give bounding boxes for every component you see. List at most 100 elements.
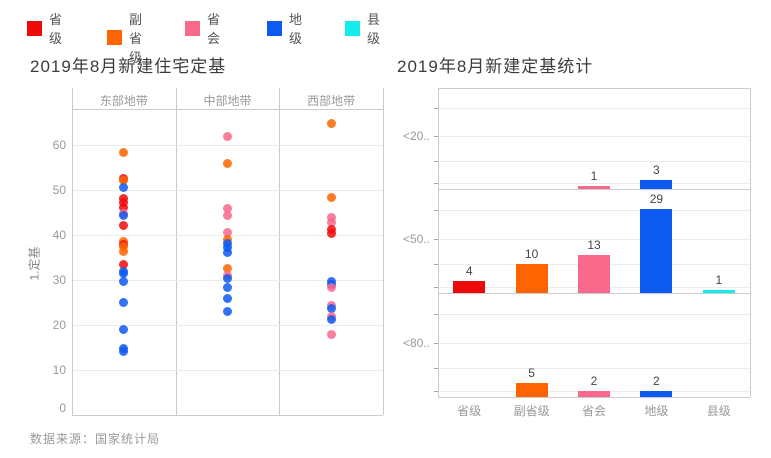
scatter-point[interactable]: [223, 228, 232, 238]
column-separator: [175, 88, 177, 415]
y-minor-tick: [434, 287, 438, 288]
y-axis-line: [72, 88, 73, 415]
y-minor-tick: [434, 391, 438, 392]
gridline: [73, 325, 383, 326]
gridline: [439, 183, 750, 184]
plot-right-border: [750, 88, 751, 397]
legend-label: 省会: [207, 12, 221, 46]
facet-header-3: 西部地带: [307, 94, 356, 108]
legend-item-地级[interactable]: 地级: [267, 9, 302, 47]
gridline: [73, 145, 383, 146]
legend-item-省会[interactable]: 省会: [185, 9, 220, 47]
scatter-point[interactable]: [119, 247, 129, 257]
legend-item-省级[interactable]: 省级: [27, 9, 62, 47]
scatter-point[interactable]: [326, 282, 336, 292]
scatter-point[interactable]: [223, 242, 232, 252]
scatter-point[interactable]: [223, 293, 232, 303]
y-minor-tick: [434, 239, 438, 240]
scatter-point[interactable]: [326, 192, 336, 202]
y-tick-label: 60: [52, 138, 66, 152]
scatter-point[interactable]: [326, 118, 336, 128]
y-minor-tick: [434, 264, 438, 265]
facet-header-1: 东部地带: [99, 94, 148, 108]
faceted-bar-chart: <20.. 1 3 <50.. 4 10 13 29 1 <80.. 5 2 2 省级 副省级 省会 地级 县级: [390, 0, 771, 458]
scatter-point[interactable]: [326, 304, 336, 314]
bar-副省级[interactable]: [515, 264, 548, 293]
bar-省会[interactable]: [578, 255, 610, 293]
scatter-point[interactable]: [223, 307, 232, 316]
scatter-point[interactable]: [326, 314, 336, 324]
header-separator-line: [72, 109, 383, 110]
bar-县级[interactable]: [702, 290, 735, 293]
scatter-point[interactable]: [119, 183, 129, 193]
facet-y-label: <80..: [402, 336, 430, 350]
bar-value-label: 3: [653, 163, 660, 178]
scatter-point[interactable]: [223, 263, 232, 273]
bar-省会[interactable]: [578, 186, 610, 189]
y-minor-tick: [434, 314, 438, 315]
scatter-point[interactable]: [223, 283, 232, 293]
y-tick-label: 20: [52, 318, 66, 332]
gridline: [439, 343, 750, 344]
bar-副省级[interactable]: [515, 382, 548, 397]
scatter-point[interactable]: [326, 329, 336, 339]
scatter-point[interactable]: [119, 242, 129, 252]
bar-value-label: 1: [715, 273, 723, 287]
bar-省会[interactable]: [578, 391, 610, 397]
data-source-note: 数据来源：国家统计局: [30, 432, 161, 446]
scatter-point[interactable]: [119, 148, 129, 158]
scatter-point[interactable]: [119, 259, 129, 269]
scatter-point[interactable]: [119, 298, 129, 308]
gridline: [439, 239, 750, 240]
legend-item-县级[interactable]: 县级: [345, 9, 380, 47]
scatter-point[interactable]: [326, 228, 336, 238]
scatter-point[interactable]: [119, 269, 129, 279]
y-axis-line: [438, 88, 439, 397]
scatter-point[interactable]: [119, 325, 129, 334]
scatter-point[interactable]: [119, 346, 129, 356]
y-tick-label: 40: [52, 228, 66, 242]
bar-value-label: 4: [465, 264, 473, 279]
bar-省级[interactable]: [453, 281, 486, 293]
scatter-point[interactable]: [119, 202, 129, 212]
scatter-point[interactable]: [223, 247, 232, 257]
x-category-label-地级: 地级: [644, 404, 669, 418]
x-category-label-县级: 县级: [706, 404, 731, 418]
legend-swatch: [185, 20, 200, 36]
scatter-point[interactable]: [223, 211, 232, 221]
scatter-point[interactable]: [223, 131, 232, 141]
scatter-point[interactable]: [326, 218, 336, 228]
bar-地级[interactable]: [640, 391, 673, 397]
legend-label: 副省级: [129, 12, 143, 65]
scatter-point[interactable]: [223, 158, 232, 168]
y-minor-tick: [434, 183, 438, 184]
scatter-point[interactable]: [119, 211, 129, 221]
gridline: [439, 136, 750, 137]
y-minor-tick: [434, 343, 438, 344]
facet-divider: [438, 189, 750, 190]
bar-value-label: 2: [653, 374, 660, 389]
scatter-point[interactable]: [223, 274, 232, 284]
y-tick-label: 0: [59, 401, 66, 415]
scatter-point[interactable]: [119, 276, 129, 286]
gridline: [439, 108, 750, 109]
scatter-point[interactable]: [119, 176, 129, 186]
plot-top-border: [438, 88, 750, 89]
y-axis-title: 1.定基: [27, 246, 42, 281]
facet-y-label: <50..: [402, 232, 430, 246]
scatter-point[interactable]: [223, 203, 232, 213]
x-category-label-省级: 省级: [457, 404, 482, 418]
x-axis-line: [438, 397, 750, 398]
bar-地级[interactable]: [640, 180, 673, 189]
scatter-point[interactable]: [119, 221, 129, 231]
scatter-point[interactable]: [326, 213, 336, 223]
bar-value-label: 29: [649, 191, 664, 206]
legend-swatch: [107, 30, 122, 45]
gridline: [73, 190, 383, 191]
bar-地级[interactable]: [640, 208, 673, 293]
legend-item-副省级[interactable]: 副省级: [107, 9, 142, 66]
y-tick-label: 50: [52, 183, 66, 197]
gridline: [439, 161, 750, 162]
gridline: [439, 314, 750, 315]
